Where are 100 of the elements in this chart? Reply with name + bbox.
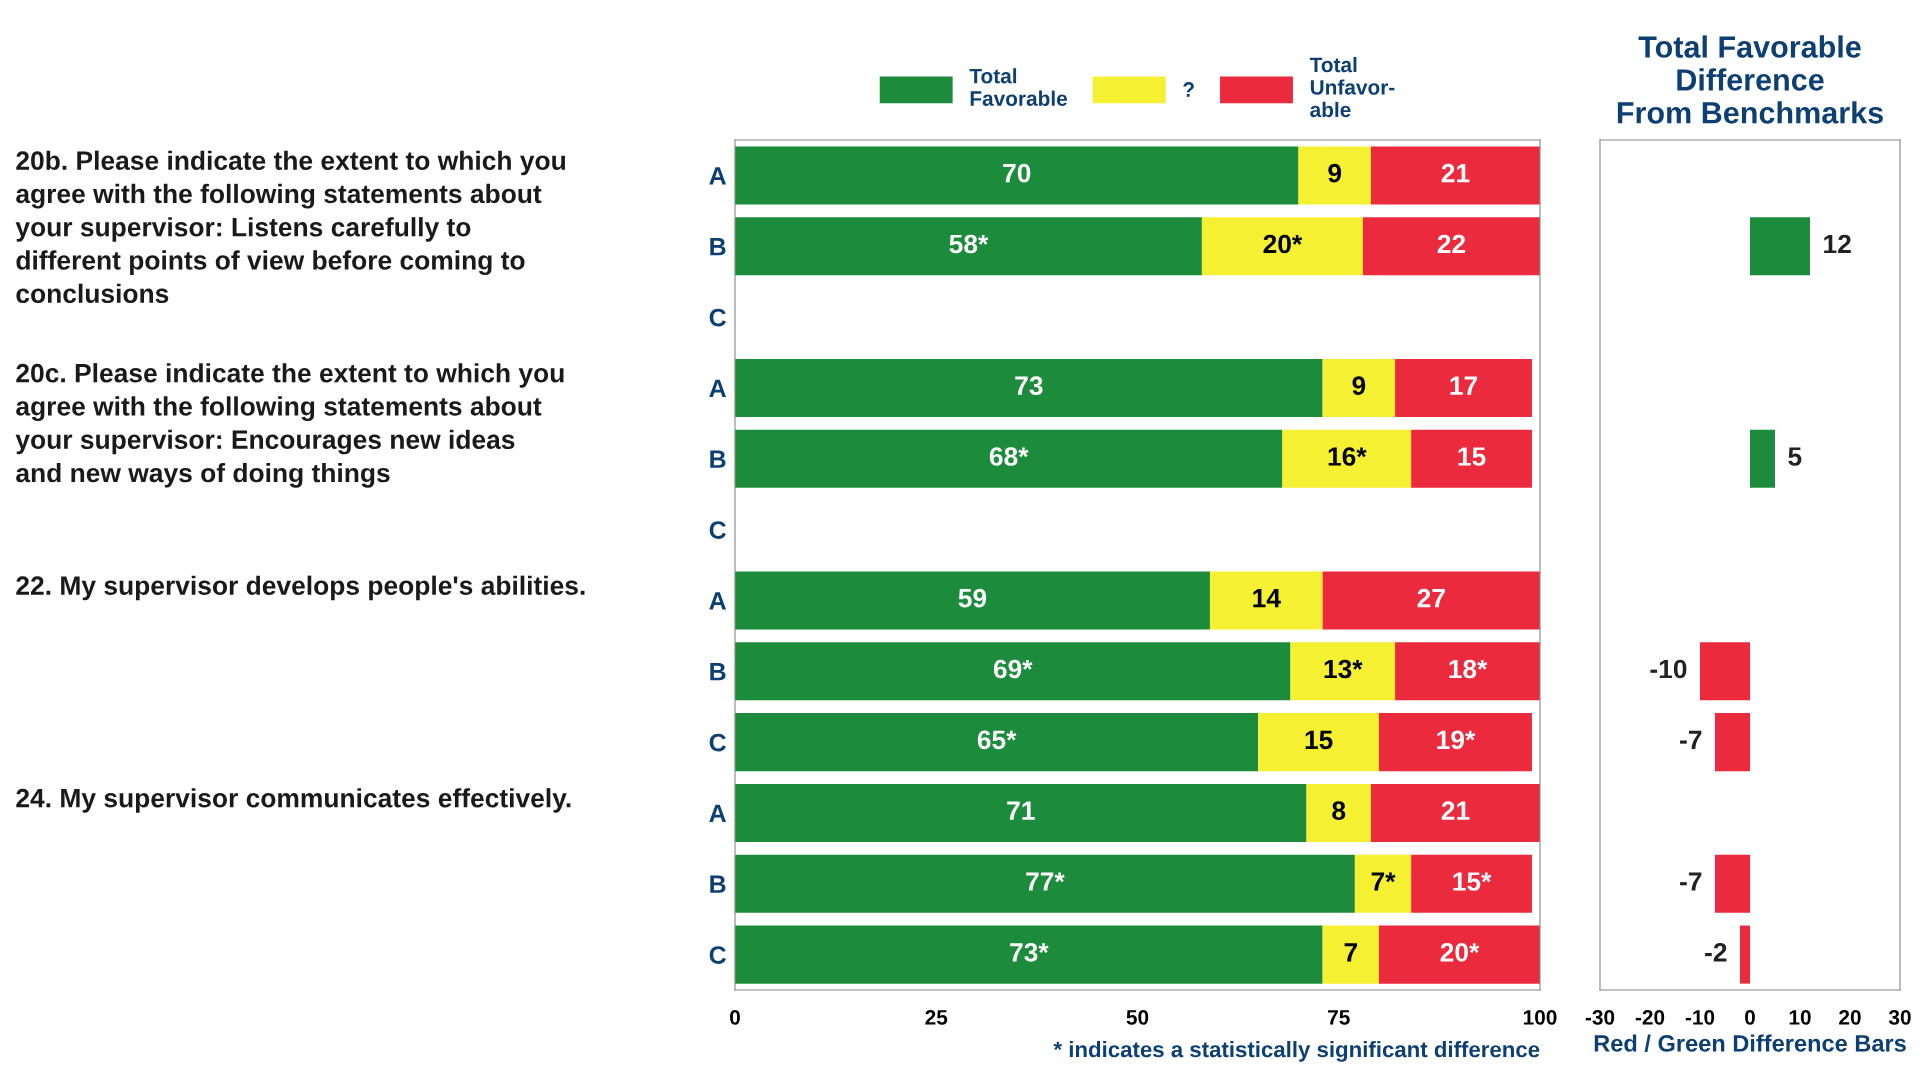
bar (1750, 429, 1775, 488)
bar (735, 642, 1291, 701)
y-tick-label: A (709, 379, 727, 397)
legend-label: ? (1183, 82, 1194, 97)
bar (735, 217, 1202, 276)
data-label: 15 (1305, 730, 1333, 750)
data-label: 77* (1026, 872, 1065, 891)
bar (1370, 146, 1540, 205)
y-tick-label: C (709, 521, 726, 539)
text: * indicates a statistically significant difference (1053, 1041, 1540, 1062)
bar (735, 358, 1323, 417)
data-label: 27 (1417, 588, 1445, 608)
bar (735, 429, 1283, 488)
data-label: -10 (1650, 659, 1687, 679)
y-tick-label: C (709, 308, 726, 327)
x-tick-label: 30 (1888, 1009, 1911, 1025)
x-tick-label: -10 (1685, 1009, 1715, 1025)
bar (1411, 854, 1532, 913)
data-label: 21 (1441, 801, 1470, 820)
data-label: -7 (1680, 730, 1702, 749)
y-tick-label: C (709, 946, 726, 964)
x-tick-label: 100 (1523, 1009, 1557, 1025)
bar (735, 925, 1323, 984)
data-label: 9 (1352, 376, 1366, 395)
legend-label: Total Unfavor- able (1309, 56, 1395, 118)
bar (1306, 783, 1371, 842)
bar (735, 783, 1307, 842)
bar (1282, 429, 1412, 488)
x-tick-label: 20 (1839, 1009, 1861, 1025)
data-label: -7 (1680, 872, 1702, 891)
x-tick-label: 25 (925, 1009, 948, 1025)
y-tick-label: B (710, 875, 726, 893)
chart-title: Total Favorable Difference From Benchmarks (1617, 35, 1883, 124)
data-label: 14 (1253, 589, 1281, 608)
bar (1354, 854, 1412, 913)
data-label: -2 (1705, 942, 1727, 962)
data-label: 18* (1449, 659, 1488, 679)
bar (1715, 854, 1750, 913)
data-label: 17 (1450, 376, 1478, 395)
data-label: 68* (989, 447, 1029, 466)
data-label: 8 (1332, 801, 1346, 820)
bar (735, 854, 1355, 913)
data-label: 15* (1453, 872, 1492, 891)
y-tick-label: A (709, 167, 727, 185)
y-tick-label: B (710, 450, 726, 468)
legend-label: Total Favorable (969, 68, 1068, 106)
bar (1362, 217, 1540, 276)
text: 20b. Please indicate the extent to which you agree with the following statements about your supervisor: Listens carefully to different points of view before coming to conclusions (15, 150, 566, 304)
bar (735, 713, 1259, 772)
bar (1258, 713, 1379, 772)
data-label: 58* (949, 234, 989, 254)
data-label: 73 (1015, 376, 1043, 396)
bar (1290, 642, 1396, 701)
y-tick-label: B (710, 238, 726, 256)
data-label: 16* (1328, 447, 1367, 466)
text: 24. My supervisor communicates effectively. (16, 788, 571, 813)
data-label: 20* (1440, 942, 1480, 962)
bar (1750, 217, 1810, 276)
data-label: 65* (977, 730, 1017, 750)
bar (1411, 429, 1532, 488)
data-label: 21 (1441, 163, 1470, 183)
x-axis-title: Red / Green Difference Bars (1594, 1034, 1906, 1052)
data-label: 9 (1328, 163, 1342, 183)
data-label: 69* (993, 659, 1033, 679)
data-label: 7* (1371, 872, 1396, 891)
x-tick-label: -20 (1635, 1009, 1665, 1025)
x-tick-label: 0 (1745, 1009, 1755, 1025)
data-label: 5 (1788, 447, 1802, 466)
bar (1740, 925, 1750, 984)
data-label: 13* (1324, 659, 1363, 679)
bar (735, 571, 1210, 630)
bar (1379, 713, 1532, 772)
x-tick-label: 0 (730, 1009, 740, 1025)
data-label: 15 (1458, 447, 1486, 466)
y-tick-label: A (709, 804, 727, 822)
text: 22. My supervisor develops people's abilities. (16, 575, 585, 601)
x-tick-label: -30 (1585, 1009, 1615, 1025)
bar (1395, 642, 1540, 701)
bar (1322, 358, 1396, 417)
data-label: 12 (1824, 234, 1851, 254)
bar (1395, 358, 1532, 417)
data-label: 20* (1263, 234, 1303, 254)
bar (1209, 571, 1323, 630)
data-label: 7 (1344, 943, 1357, 962)
text: 20c. Please indicate the extent to which you agree with the following statements about your supervisor: Encourages new ideas and new ways of doing things (15, 363, 564, 488)
bar (735, 146, 1299, 205)
y-tick-label: B (710, 663, 726, 681)
x-tick-label: 50 (1126, 1009, 1149, 1025)
bar (1700, 642, 1750, 701)
data-label: 73* (1010, 942, 1049, 962)
bar (1322, 925, 1379, 984)
y-tick-label: C (709, 733, 726, 752)
data-label: 70 (1003, 163, 1031, 183)
data-label: 59 (958, 588, 987, 608)
bar (1322, 571, 1540, 630)
bar (1298, 146, 1371, 205)
y-tick-label: A (709, 592, 727, 610)
bar (1370, 783, 1540, 842)
bar (1379, 925, 1540, 984)
x-tick-label: 10 (1789, 1009, 1811, 1025)
